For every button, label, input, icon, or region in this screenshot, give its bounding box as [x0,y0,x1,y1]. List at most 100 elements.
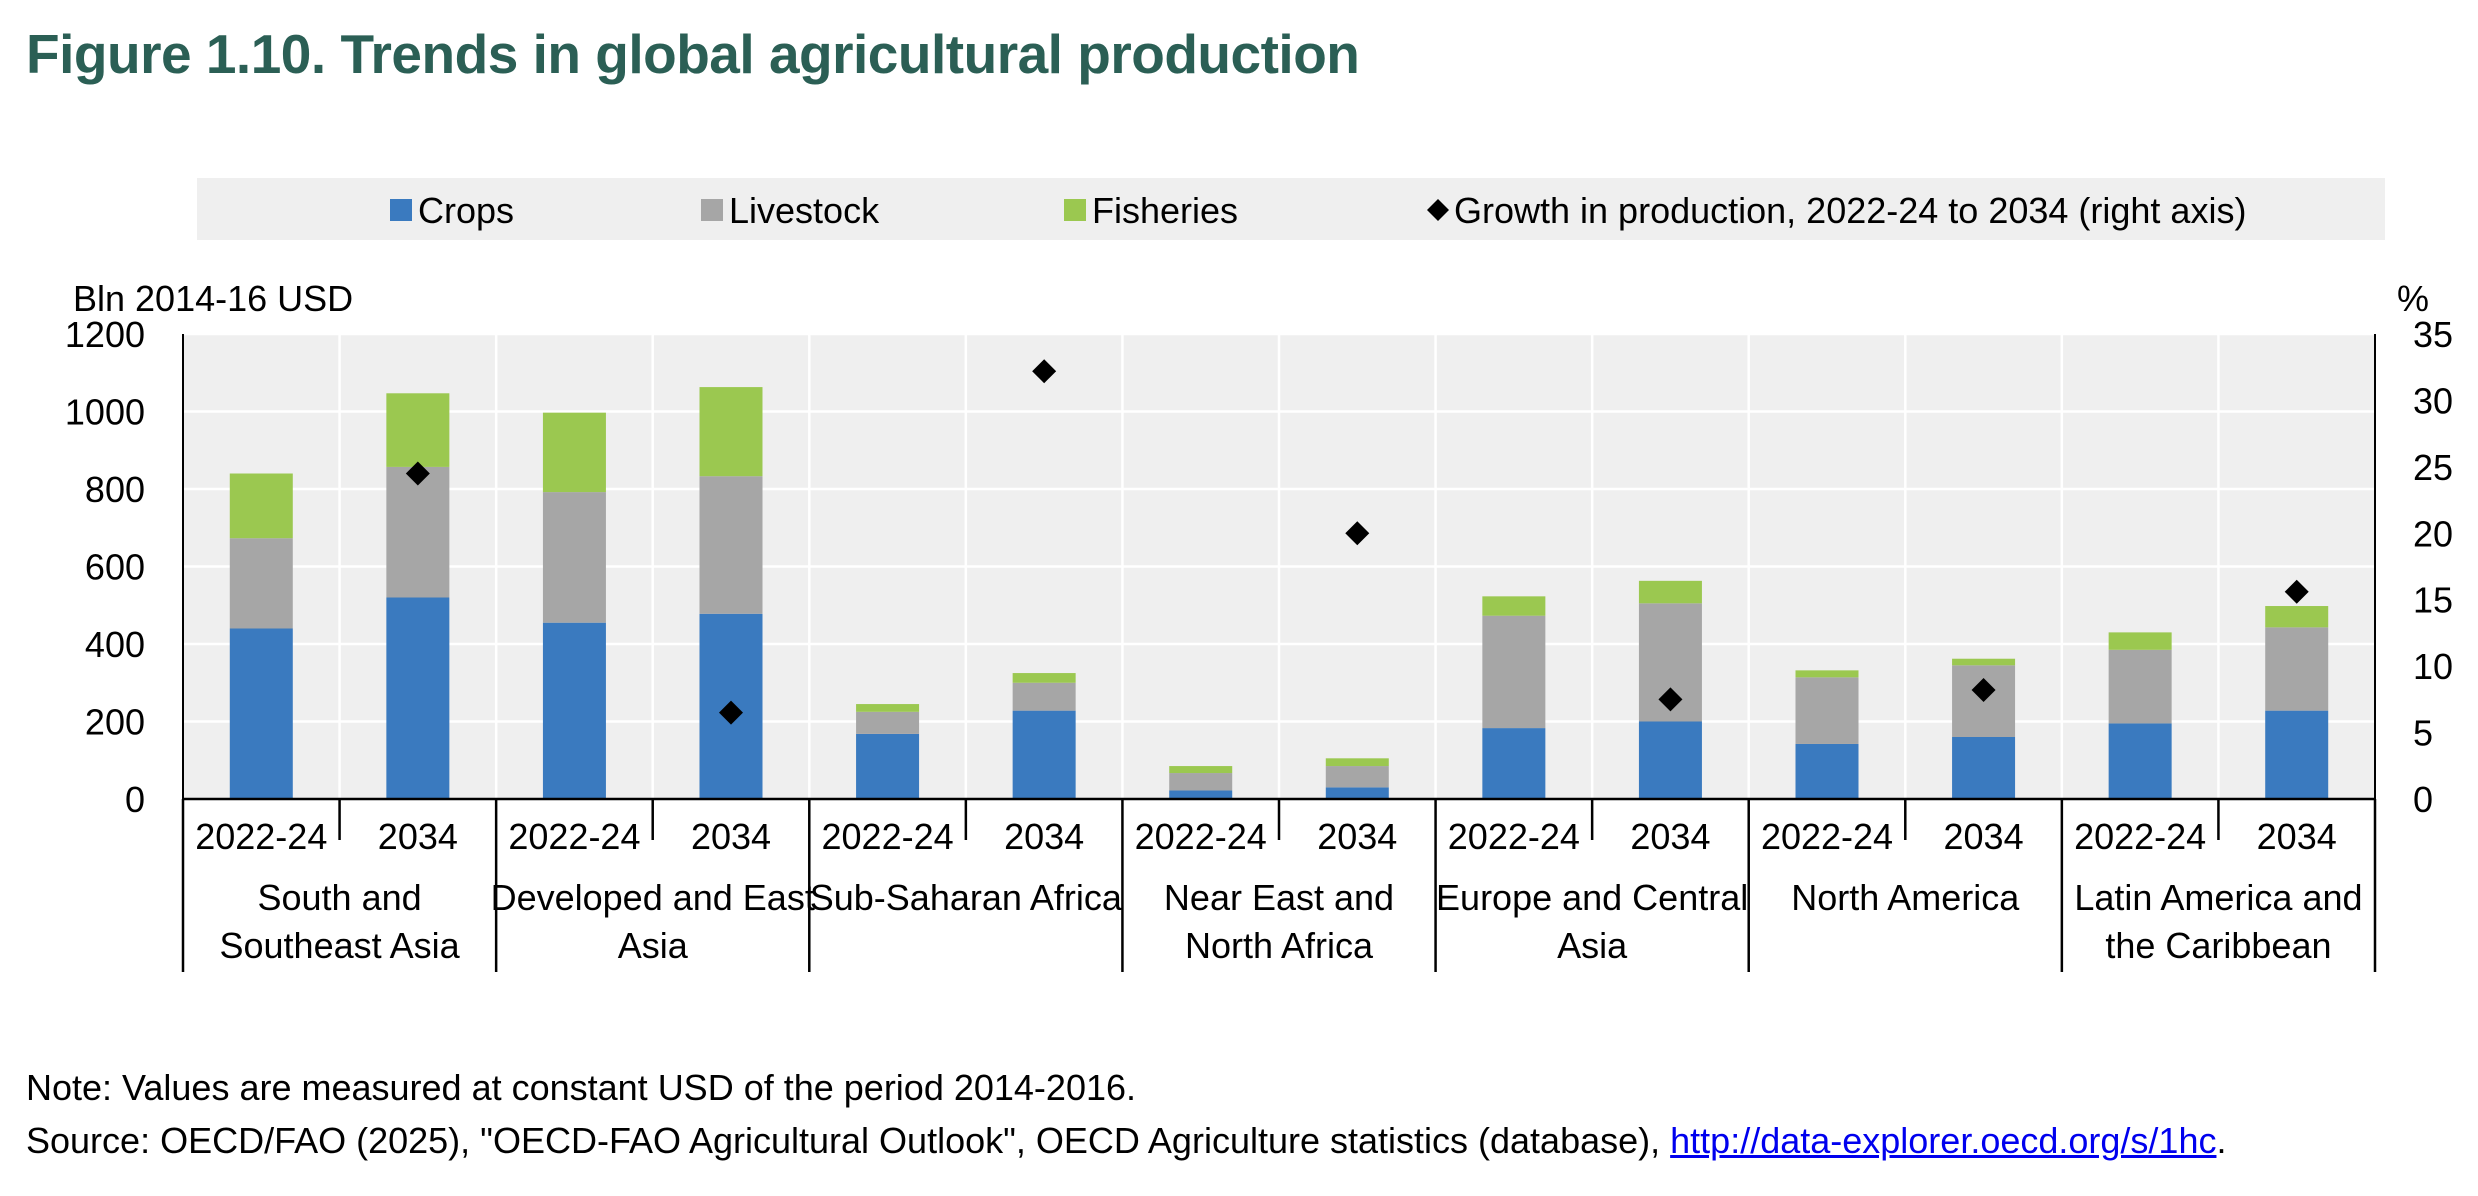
chart: 0 200 400 600 800 1000 1200 0 5 10 15 20 25 30 35 2022-… [65,178,2453,972]
bar-crops [2265,710,2329,799]
bar-crops [1952,737,2016,799]
bar-crops [542,622,606,799]
bar-livestock [386,466,450,598]
y2-tick-label: 10 [2413,646,2453,687]
y-tick-label: 800 [85,469,145,510]
y2-tick-label: 5 [2413,713,2433,754]
bar-fisheries [2108,632,2172,650]
note: Note: Values are measured at constant US… [26,1067,1137,1108]
y-tick-label: 0 [125,779,145,820]
group-label: the Caribbean [2105,925,2331,966]
group-label: Asia [618,925,689,966]
legend-swatch [1064,199,1086,221]
bar-crops [856,733,920,799]
x-tick-label: 2022-24 [195,816,327,857]
bar-fisheries [1482,596,1546,616]
bar-livestock [1012,682,1076,711]
y2-tick-label: 15 [2413,580,2453,621]
bar-livestock [1325,766,1389,788]
x-tick-label: 2034 [1944,816,2024,857]
legend-label: Crops [418,190,514,231]
x-tick-label: 2034 [2257,816,2337,857]
legend-swatch [390,199,412,221]
bar-crops [386,597,450,799]
group-label: Europe and Central [1436,877,1748,918]
x-tick-label: 2034 [1630,816,1710,857]
x-tick-label: 2022-24 [1448,816,1580,857]
bar-livestock [856,711,920,734]
growth-marker [719,700,743,725]
x-tick-label: 2034 [1004,816,1084,857]
growth-markers [405,359,2309,725]
x-tick-label: 2034 [1317,816,1397,857]
growth-marker [1658,687,1683,712]
y2-tick-label: 25 [2413,447,2453,488]
growth-marker [1032,359,1057,384]
growth-marker [2284,579,2309,604]
legend-swatch [1427,199,1449,221]
bar-livestock [2265,627,2329,711]
legend-label: Growth in production, 2022-24 to 2034 (r… [1454,190,2246,231]
y-tick-label: 600 [85,547,145,588]
growth-marker [405,461,430,486]
x-tick-label: 2034 [378,816,458,857]
legend-background [197,178,2385,240]
legend-label: Livestock [729,190,880,231]
axes [181,334,2377,972]
x-tick-label: 2022-24 [822,816,954,857]
bar-crops [1012,710,1076,799]
bar-crops [1638,721,1702,799]
bar-livestock [542,492,606,623]
group-label: Near East and [1164,877,1394,918]
growth-marker [1345,521,1370,546]
y2-tick-label: 20 [2413,513,2453,554]
bars [229,387,2329,799]
tick-labels: 0 200 400 600 800 1000 1200 0 5 10 15 20 25 30 35 2022-… [65,314,2453,966]
bar-fisheries [2265,606,2329,628]
bar-fisheries [1638,580,1702,604]
bar-livestock [2108,649,2172,724]
bar-fisheries [1952,658,2016,666]
y2-tick-label: 35 [2413,314,2453,355]
x-tick-label: 2022-24 [1761,816,1893,857]
bar-fisheries [1325,758,1389,767]
source-link[interactable]: http://data-explorer.oecd.org/s/1hc [1670,1120,2217,1161]
bar-crops [1325,787,1389,799]
bar-fisheries [1012,673,1076,683]
x-tick-label: 2022-24 [508,816,640,857]
y2-tick-label: 30 [2413,380,2453,421]
group-label: Asia [1557,925,1628,966]
y2-tick-label: 0 [2413,779,2433,820]
bar-crops [1795,743,1859,799]
bar-fisheries [1795,670,1859,678]
group-label: Developed and East [491,877,815,918]
bar-fisheries [542,412,606,493]
group-label: Latin America and [2074,877,2362,918]
group-label: Sub-Saharan Africa [810,877,1123,918]
bar-livestock [229,538,293,629]
y-tick-label: 400 [85,624,145,665]
bar-fisheries [1169,766,1233,774]
bar-livestock [1169,773,1233,791]
bar-fisheries [699,387,763,477]
y-tick-label: 1000 [65,392,145,433]
y-tick-label: 200 [85,702,145,743]
growth-marker [1971,678,1996,703]
group-label: North Africa [1185,925,1374,966]
bar-fisheries [386,393,450,467]
source: Source: OECD/FAO (2025), "OECD-FAO Agric… [26,1120,2226,1162]
bar-crops [1482,728,1546,799]
source-text: Source: OECD/FAO (2025), "OECD-FAO Agric… [26,1120,1671,1161]
x-tick-label: 2022-24 [2074,816,2206,857]
source-suffix: . [2216,1120,2227,1161]
bar-livestock [1482,615,1546,729]
group-label: North America [1791,877,2020,918]
x-tick-label: 2022-24 [1135,816,1267,857]
group-label: South and [257,877,421,918]
y-axis-label: Bln 2014-16 USD [73,278,353,319]
figure-title: Figure 1.10. Trends in global agricultur… [26,23,1360,85]
y-tick-label: 1200 [65,314,145,355]
bar-fisheries [229,473,293,539]
group-label: Southeast Asia [219,925,460,966]
bar-livestock [699,476,763,614]
